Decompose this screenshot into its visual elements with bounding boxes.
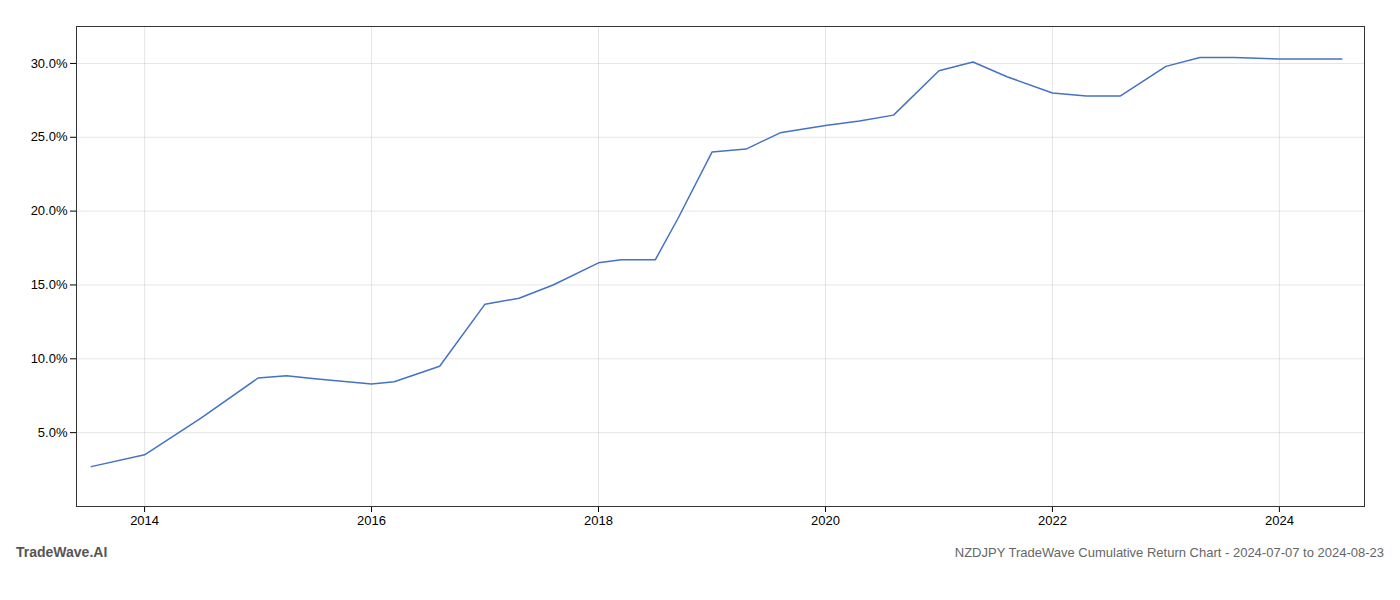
svg-text:20.0%: 20.0% — [31, 203, 68, 218]
svg-text:2018: 2018 — [584, 513, 613, 528]
svg-text:25.0%: 25.0% — [31, 129, 68, 144]
svg-text:2016: 2016 — [357, 513, 386, 528]
svg-text:2020: 2020 — [811, 513, 840, 528]
svg-text:2014: 2014 — [130, 513, 159, 528]
svg-text:30.0%: 30.0% — [31, 56, 68, 71]
svg-text:15.0%: 15.0% — [31, 277, 68, 292]
svg-text:10.0%: 10.0% — [31, 351, 68, 366]
html-text:NZDJPY TradeWave Cumulative Re: NZDJPY TradeWave Cumulative Return Chart… — [954, 545, 1384, 560]
svg-text:2022: 2022 — [1038, 513, 1067, 528]
svg-text:5.0%: 5.0% — [38, 425, 68, 440]
html-text:TradeWave.AI: TradeWave.AI — [16, 544, 108, 560]
svg-text:2024: 2024 — [1265, 513, 1294, 528]
